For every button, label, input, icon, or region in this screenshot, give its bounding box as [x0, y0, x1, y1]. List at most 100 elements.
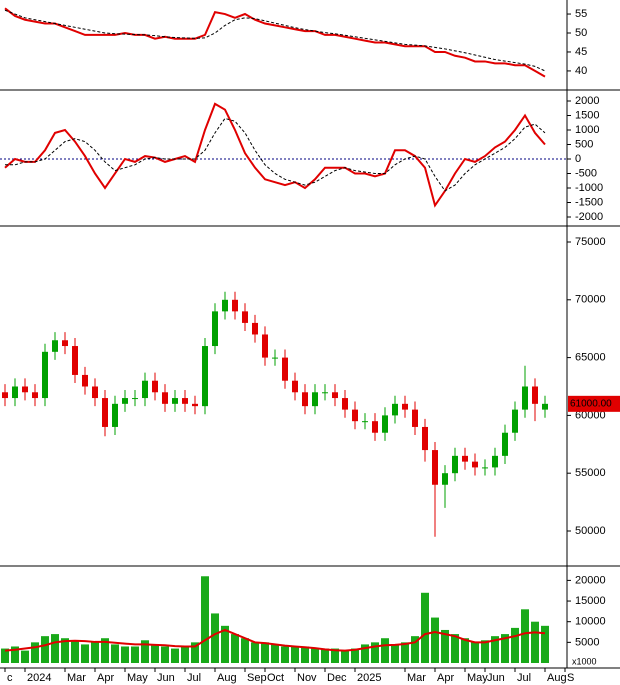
- candle-body: [352, 409, 358, 422]
- candle-body: [212, 311, 218, 347]
- y-tick-label: 55: [575, 8, 587, 20]
- x-tick-label: Sep: [247, 672, 267, 684]
- candle-body: [182, 398, 188, 404]
- y-tick-label: 2000: [575, 95, 599, 107]
- indicator-line: [4, 628, 546, 652]
- volume-bar: [271, 644, 279, 663]
- volume-bar: [61, 638, 69, 663]
- volume-bar: [511, 627, 519, 663]
- y-tick-label: 500: [575, 138, 593, 150]
- volume-bar: [531, 621, 539, 663]
- y-tick-label: 40: [575, 65, 587, 77]
- volume-bar: [411, 636, 419, 663]
- candle-body: [102, 398, 108, 427]
- x-tick-label: May: [467, 672, 488, 684]
- candle-body: [152, 380, 158, 393]
- volume-bar: [31, 642, 39, 663]
- volume-bar: [241, 638, 249, 663]
- volume-bar: [111, 644, 119, 663]
- y-tick-label: 15000: [575, 595, 606, 607]
- volume-bar: [291, 646, 299, 663]
- x-tick-label: Jun: [487, 672, 505, 684]
- last-price-box: [568, 395, 620, 412]
- candle-body: [412, 409, 418, 427]
- volume-bar: [81, 644, 89, 663]
- x-tick-label: Aug: [217, 672, 237, 684]
- candle-body: [282, 357, 288, 381]
- volume-bar: [431, 617, 439, 663]
- volume-bar: [381, 638, 389, 663]
- volume-bar: [521, 609, 529, 663]
- candle-body: [202, 346, 208, 407]
- candle-body: [502, 432, 508, 456]
- y-tick-label: 50000: [575, 525, 606, 537]
- x-tick-label: Aug: [547, 672, 567, 684]
- indicator-line: [4, 7, 546, 78]
- candle-body: [92, 386, 98, 399]
- unit-label: x1000: [572, 656, 597, 666]
- volume-bar: [171, 648, 179, 663]
- volume-bar: [221, 625, 229, 663]
- candle-body: [22, 386, 28, 393]
- candle-body: [132, 398, 138, 400]
- volume-bar: [311, 648, 319, 663]
- volume-bar: [351, 648, 359, 663]
- volume-bar: [101, 638, 109, 663]
- candle-body: [122, 398, 128, 404]
- x-tick-label: Mar: [67, 672, 86, 684]
- x-tick-label: Jul: [187, 672, 201, 684]
- volume-bar: [541, 625, 549, 663]
- candle-body: [472, 461, 478, 468]
- candle-body: [62, 340, 68, 347]
- candle-body: [82, 374, 88, 387]
- y-tick-label: -1500: [575, 196, 603, 208]
- y-tick-label: -1000: [575, 182, 603, 194]
- candle-body: [462, 455, 468, 462]
- x-tick-label: Oct: [267, 672, 284, 684]
- volume-bar: [191, 642, 199, 663]
- candle-body: [382, 415, 388, 433]
- candle-body: [312, 392, 318, 407]
- volume-bar: [321, 648, 329, 663]
- volume-bar: [251, 642, 259, 663]
- candle-body: [272, 357, 278, 359]
- y-tick-label: 60000: [575, 409, 606, 421]
- volume-bar: [491, 636, 499, 663]
- candle-body: [172, 398, 178, 404]
- volume-bar: [501, 634, 509, 663]
- x-tick-label: Apr: [437, 672, 454, 684]
- indicator-line: [5, 117, 546, 192]
- x-tick-label: Dec: [327, 672, 347, 684]
- volume-bar: [41, 636, 49, 663]
- volume-bar: [91, 642, 99, 663]
- candle-body: [252, 322, 258, 335]
- volume-bar: [151, 644, 159, 663]
- y-tick-label: -500: [575, 167, 597, 179]
- x-tick-label: 2025: [357, 672, 381, 684]
- indicator-line: [4, 9, 546, 72]
- candle-body: [482, 467, 488, 469]
- y-tick-label: 0: [575, 153, 581, 165]
- candle-body: [402, 403, 408, 410]
- volume-bar: [71, 640, 79, 663]
- volume-bar: [361, 644, 369, 663]
- volume-bar: [301, 646, 309, 663]
- volume-bar: [181, 646, 189, 663]
- volume-bar: [131, 646, 139, 663]
- x-tick-label: Mar: [407, 672, 426, 684]
- x-tick-label: c: [7, 672, 13, 684]
- x-tick-label: 2024: [27, 672, 51, 684]
- candle-body: [52, 340, 58, 352]
- candle-body: [142, 380, 148, 399]
- y-tick-label: 20000: [575, 574, 606, 586]
- candle-body: [42, 351, 48, 399]
- candle-body: [32, 392, 38, 399]
- candle-body: [72, 346, 78, 375]
- volume-bar: [441, 629, 449, 663]
- candle-body: [232, 299, 238, 312]
- y-tick-label: -2000: [575, 211, 603, 223]
- volume-bar: [371, 642, 379, 663]
- candle-body: [12, 386, 18, 399]
- y-tick-label: 55000: [575, 467, 606, 479]
